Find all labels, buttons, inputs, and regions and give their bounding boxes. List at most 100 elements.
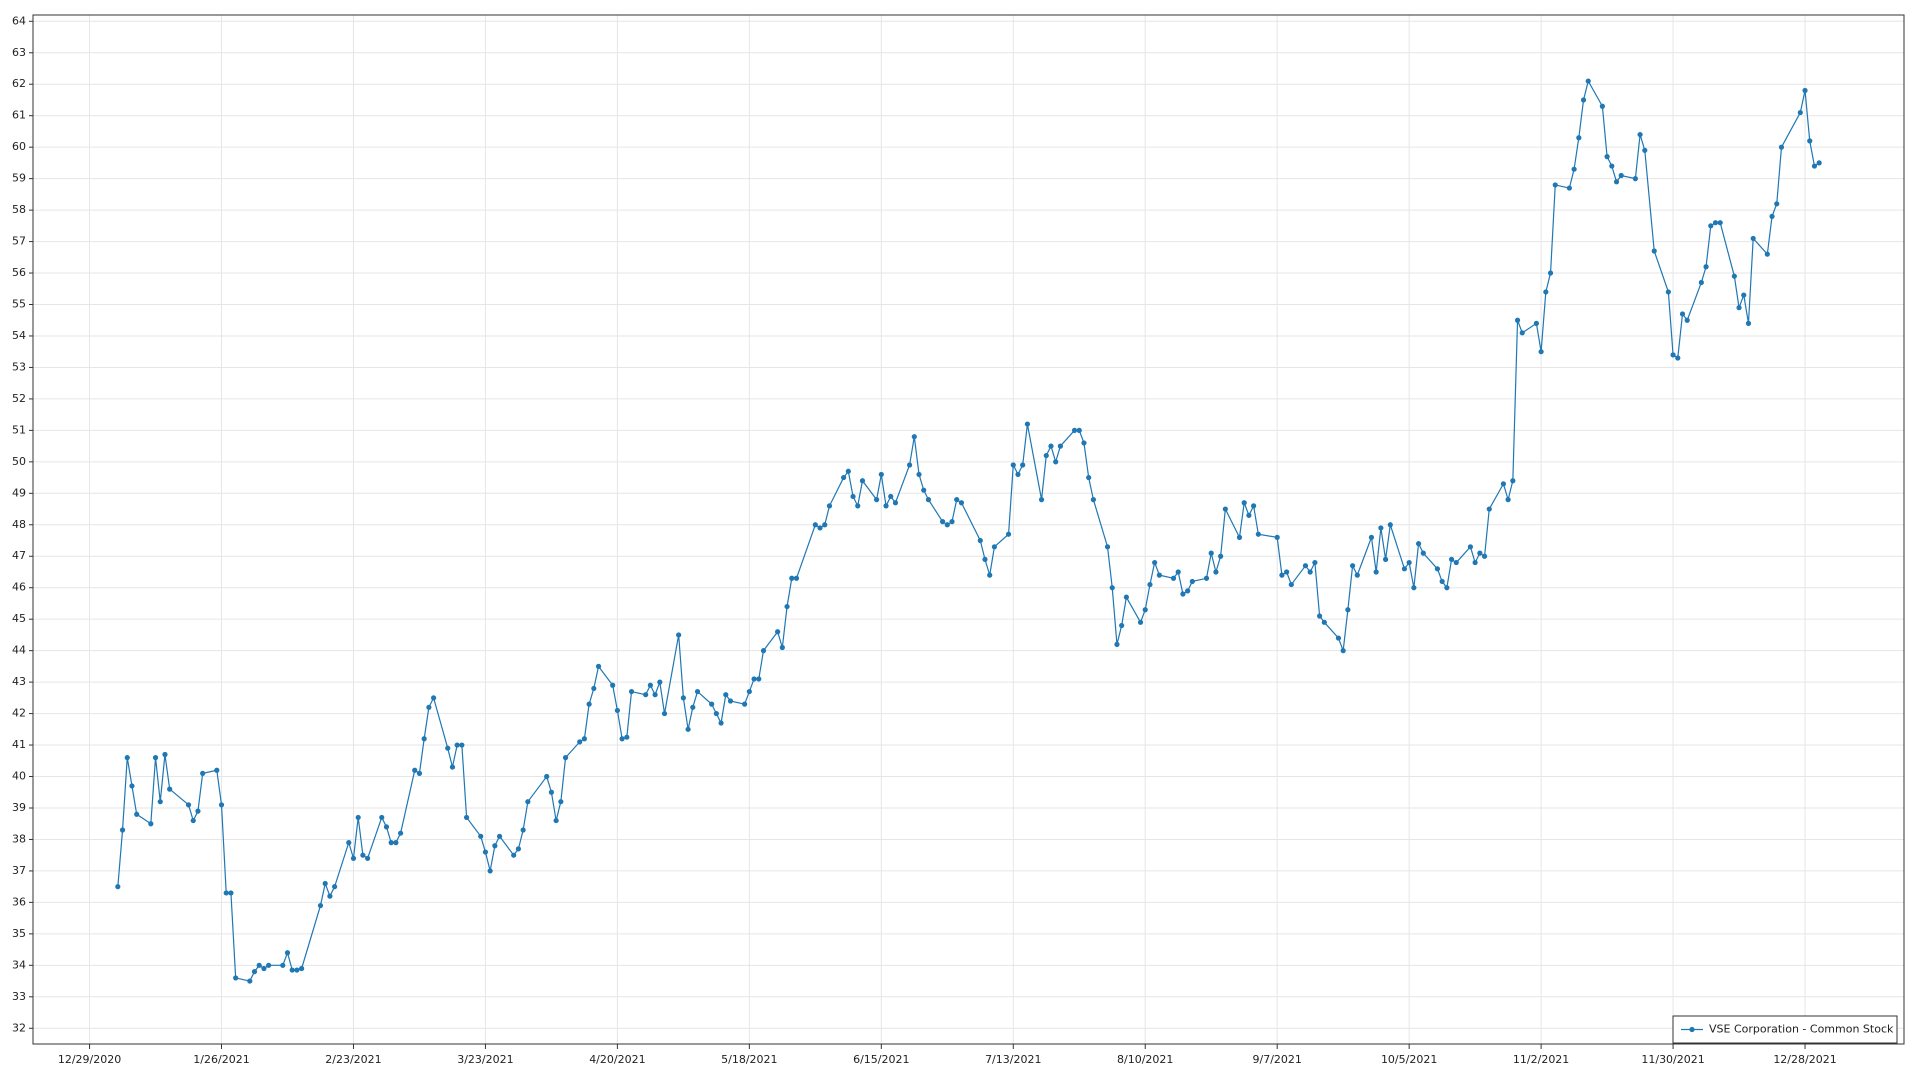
data-point xyxy=(233,975,239,981)
data-point xyxy=(1741,292,1747,298)
data-point xyxy=(129,783,135,789)
data-point xyxy=(1005,531,1012,537)
y-tick-label: 40 xyxy=(12,770,26,783)
data-point xyxy=(482,849,489,855)
data-point xyxy=(643,692,649,698)
data-point xyxy=(883,503,889,509)
data-point xyxy=(1137,619,1144,625)
data-point xyxy=(1081,440,1087,446)
data-point xyxy=(718,720,724,726)
data-point xyxy=(134,811,140,817)
y-tick-label: 41 xyxy=(12,738,26,751)
data-point xyxy=(1279,572,1285,578)
data-point xyxy=(1378,525,1384,531)
data-point xyxy=(939,519,946,525)
data-point xyxy=(1632,176,1638,182)
data-point xyxy=(1807,138,1813,144)
data-point xyxy=(1778,144,1785,150)
data-point xyxy=(1467,544,1474,550)
data-point xyxy=(360,852,366,858)
data-point xyxy=(1618,172,1624,179)
data-point xyxy=(1288,581,1294,588)
data-point xyxy=(577,739,583,745)
y-tick-label: 58 xyxy=(12,203,26,216)
data-point xyxy=(1335,635,1342,641)
data-point xyxy=(214,767,220,773)
data-point xyxy=(921,487,927,493)
data-point xyxy=(520,827,526,833)
data-point xyxy=(1038,497,1045,503)
data-point xyxy=(430,695,437,701)
data-point xyxy=(119,827,126,833)
y-tick-label: 49 xyxy=(12,486,26,499)
data-point xyxy=(426,704,432,710)
y-tick-label: 38 xyxy=(12,832,26,845)
data-point xyxy=(280,962,286,968)
plot-background xyxy=(33,15,1904,1044)
data-point xyxy=(1745,320,1752,326)
data-point xyxy=(1750,235,1756,242)
data-point xyxy=(548,789,555,795)
data-point xyxy=(878,471,884,478)
y-tick-label: 51 xyxy=(12,423,26,436)
data-point xyxy=(1411,585,1417,591)
data-point xyxy=(1048,443,1054,449)
data-point xyxy=(1024,421,1031,427)
data-point xyxy=(845,468,851,474)
y-tick-label: 54 xyxy=(12,329,26,342)
data-point xyxy=(1345,607,1351,613)
data-point xyxy=(289,967,295,973)
y-tick-label: 50 xyxy=(12,455,26,468)
y-tick-label: 43 xyxy=(12,675,26,688)
data-point xyxy=(1448,556,1455,562)
y-tick-label: 37 xyxy=(12,864,26,877)
data-point xyxy=(332,884,338,890)
data-point xyxy=(1057,443,1064,449)
data-point xyxy=(185,802,192,808)
data-point xyxy=(1703,264,1709,270)
data-point xyxy=(581,736,588,742)
data-point xyxy=(152,755,159,761)
data-point xyxy=(1566,185,1572,191)
data-point xyxy=(1684,317,1690,323)
data-point xyxy=(1340,648,1346,654)
data-point xyxy=(775,629,781,635)
data-point xyxy=(124,755,130,761)
data-point xyxy=(496,833,503,839)
y-tick-label: 32 xyxy=(12,1021,26,1034)
data-point xyxy=(1816,160,1822,166)
x-tick-label: 10/5/2021 xyxy=(1381,1053,1437,1066)
data-point xyxy=(1152,559,1158,566)
x-tick-label: 4/20/2021 xyxy=(589,1053,645,1066)
data-point xyxy=(1213,569,1219,575)
data-point xyxy=(1090,497,1096,503)
data-point xyxy=(850,493,856,500)
data-point xyxy=(991,544,998,550)
x-tick-label: 11/30/2021 xyxy=(1641,1053,1704,1066)
data-point xyxy=(647,682,653,688)
data-point xyxy=(1609,163,1615,169)
data-point xyxy=(1142,607,1148,613)
data-point xyxy=(1571,166,1577,172)
data-point xyxy=(167,786,173,792)
data-point xyxy=(1071,427,1078,433)
data-point xyxy=(713,710,719,717)
data-point xyxy=(346,840,352,846)
data-point xyxy=(1486,506,1492,512)
data-point xyxy=(676,632,682,638)
data-point xyxy=(1670,352,1676,358)
data-point xyxy=(1731,273,1737,279)
data-point xyxy=(195,808,201,814)
data-point xyxy=(544,773,550,780)
data-point xyxy=(1251,503,1257,509)
data-point xyxy=(949,519,955,525)
data-point xyxy=(558,799,564,805)
data-point xyxy=(515,846,522,852)
data-point xyxy=(1208,550,1214,556)
y-tick-label: 45 xyxy=(12,612,26,625)
data-point xyxy=(1510,478,1516,484)
data-point xyxy=(1764,251,1770,257)
data-point xyxy=(628,688,635,695)
data-point xyxy=(906,462,913,468)
data-point xyxy=(1505,497,1511,503)
